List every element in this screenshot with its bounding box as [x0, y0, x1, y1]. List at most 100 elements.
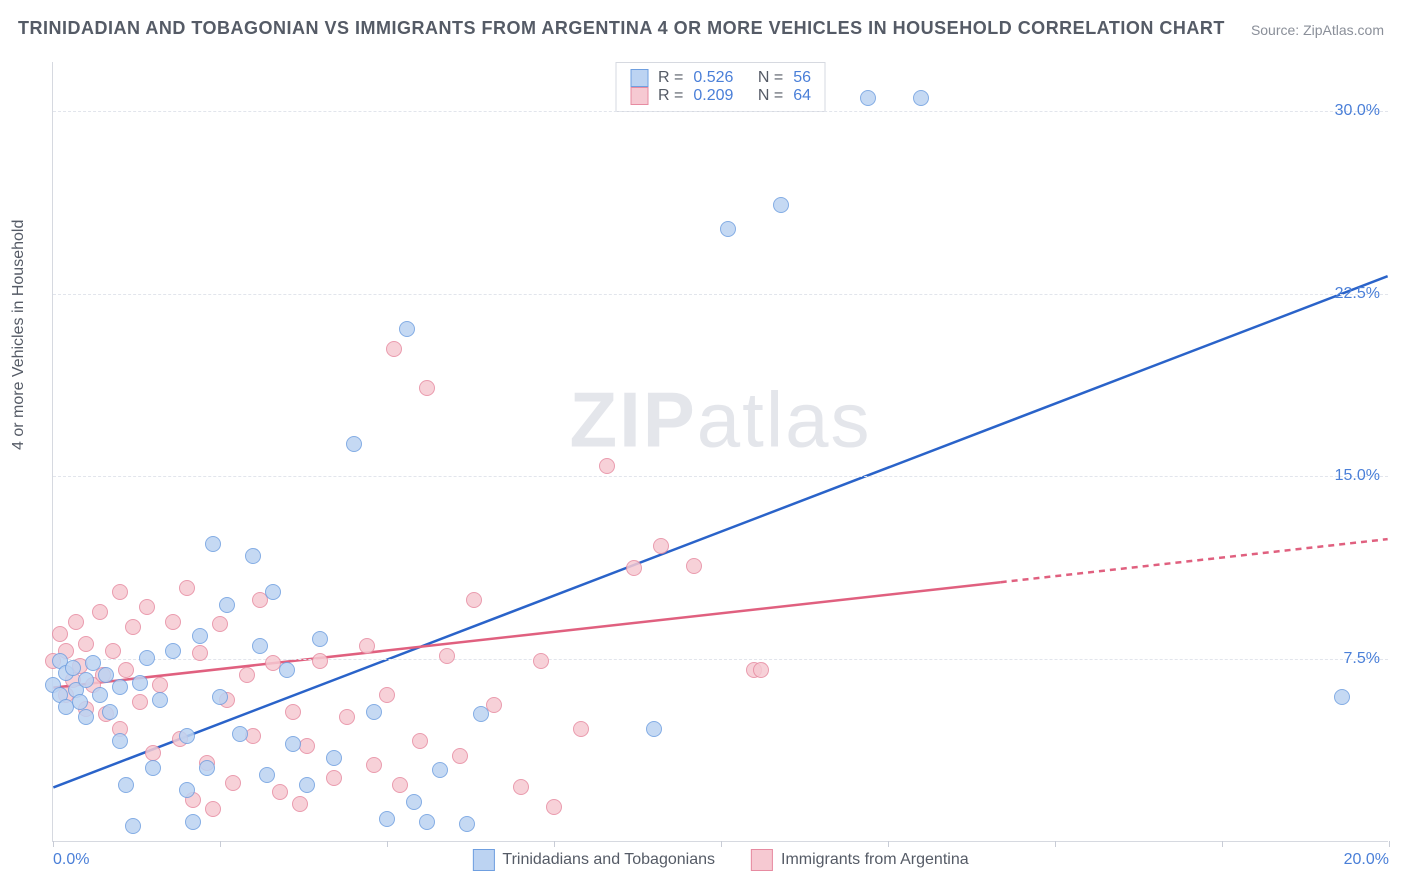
- scatter-point-a: [65, 660, 81, 676]
- scatter-point-b: [653, 538, 669, 554]
- scatter-point-a: [132, 675, 148, 691]
- scatter-point-b: [118, 662, 134, 678]
- scatter-point-b: [466, 592, 482, 608]
- watermark-bold: ZIP: [569, 376, 696, 464]
- chart-plot-area: ZIPatlas R = 0.526 N = 56 R = 0.209 N = …: [52, 62, 1388, 842]
- x-tick: [888, 841, 889, 847]
- legend-item-a: Trinidadians and Tobagonians: [472, 849, 715, 871]
- scatter-point-b: [165, 614, 181, 630]
- scatter-point-b: [513, 779, 529, 795]
- scatter-point-b: [312, 653, 328, 669]
- scatter-point-a: [179, 728, 195, 744]
- x-tick: [1222, 841, 1223, 847]
- scatter-point-b: [68, 614, 84, 630]
- watermark-light: atlas: [697, 376, 872, 464]
- n-value-b: 64: [793, 87, 811, 105]
- scatter-point-a: [419, 814, 435, 830]
- scatter-point-a: [205, 536, 221, 552]
- scatter-point-b: [272, 784, 288, 800]
- scatter-point-b: [599, 458, 615, 474]
- scatter-point-a: [179, 782, 195, 798]
- scatter-point-b: [392, 777, 408, 793]
- x-tick: [387, 841, 388, 847]
- scatter-point-b: [379, 687, 395, 703]
- x-tick: [220, 841, 221, 847]
- n-label: N =: [758, 87, 783, 105]
- chart-title: TRINIDADIAN AND TOBAGONIAN VS IMMIGRANTS…: [18, 18, 1225, 39]
- legend-label-a: Trinidadians and Tobagonians: [502, 851, 715, 869]
- scatter-point-a: [78, 672, 94, 688]
- series-legend: Trinidadians and Tobagonians Immigrants …: [472, 849, 968, 871]
- y-tick-label: 22.5%: [1335, 285, 1380, 303]
- scatter-point-a: [145, 760, 161, 776]
- legend-swatch-a-bottom: [472, 849, 494, 871]
- scatter-point-a: [720, 221, 736, 237]
- scatter-point-b: [239, 667, 255, 683]
- legend-item-b: Immigrants from Argentina: [751, 849, 969, 871]
- scatter-point-a: [219, 597, 235, 613]
- scatter-point-a: [112, 733, 128, 749]
- scatter-point-a: [285, 736, 301, 752]
- scatter-point-b: [92, 604, 108, 620]
- x-tick-label: 20.0%: [1344, 851, 1389, 869]
- scatter-point-b: [132, 694, 148, 710]
- scatter-point-a: [379, 811, 395, 827]
- x-tick: [554, 841, 555, 847]
- y-tick-label: 7.5%: [1344, 650, 1380, 668]
- scatter-point-b: [112, 584, 128, 600]
- scatter-point-b: [386, 341, 402, 357]
- scatter-point-b: [753, 662, 769, 678]
- scatter-point-b: [452, 748, 468, 764]
- n-label: N =: [758, 69, 783, 87]
- scatter-point-a: [913, 90, 929, 106]
- scatter-point-b: [125, 619, 141, 635]
- scatter-point-b: [412, 733, 428, 749]
- scatter-point-b: [179, 580, 195, 596]
- source-attribution: Source: ZipAtlas.com: [1251, 22, 1384, 38]
- n-value-a: 56: [793, 69, 811, 87]
- scatter-point-b: [145, 745, 161, 761]
- scatter-point-b: [292, 796, 308, 812]
- x-tick-label: 0.0%: [53, 851, 89, 869]
- watermark: ZIPatlas: [569, 375, 871, 466]
- scatter-point-b: [78, 636, 94, 652]
- scatter-point-a: [165, 643, 181, 659]
- scatter-point-a: [299, 777, 315, 793]
- scatter-point-a: [85, 655, 101, 671]
- x-tick: [1389, 841, 1390, 847]
- scatter-point-a: [185, 814, 201, 830]
- x-tick: [721, 841, 722, 847]
- scatter-point-a: [279, 662, 295, 678]
- scatter-point-a: [326, 750, 342, 766]
- scatter-point-a: [399, 321, 415, 337]
- scatter-point-a: [406, 794, 422, 810]
- legend-row-a: R = 0.526 N = 56: [630, 69, 811, 87]
- scatter-point-b: [339, 709, 355, 725]
- x-tick: [1055, 841, 1056, 847]
- r-label: R =: [658, 69, 683, 87]
- scatter-point-a: [646, 721, 662, 737]
- scatter-point-b: [152, 677, 168, 693]
- scatter-point-a: [366, 704, 382, 720]
- legend-swatch-b-bottom: [751, 849, 773, 871]
- r-label: R =: [658, 87, 683, 105]
- scatter-point-b: [139, 599, 155, 615]
- scatter-point-b: [486, 697, 502, 713]
- scatter-point-b: [359, 638, 375, 654]
- scatter-point-a: [860, 90, 876, 106]
- scatter-point-b: [686, 558, 702, 574]
- scatter-point-a: [152, 692, 168, 708]
- scatter-point-a: [112, 679, 128, 695]
- scatter-point-b: [225, 775, 241, 791]
- grid-line: [53, 476, 1388, 477]
- scatter-point-b: [326, 770, 342, 786]
- scatter-point-b: [299, 738, 315, 754]
- scatter-point-b: [52, 626, 68, 642]
- legend-row-b: R = 0.209 N = 64: [630, 87, 811, 105]
- scatter-point-a: [473, 706, 489, 722]
- scatter-point-a: [245, 548, 261, 564]
- scatter-point-b: [205, 801, 221, 817]
- scatter-point-b: [419, 380, 435, 396]
- scatter-point-b: [533, 653, 549, 669]
- y-tick-label: 15.0%: [1335, 467, 1380, 485]
